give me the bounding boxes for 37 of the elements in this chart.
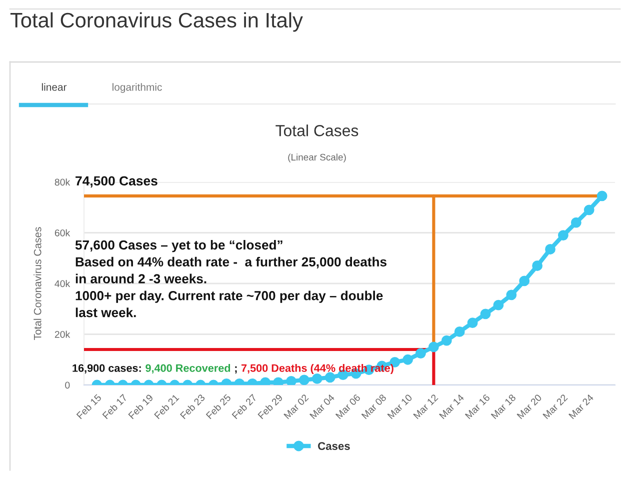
x-tick-label: Feb 27 (232, 394, 258, 420)
x-tick-label: Mar 06 (335, 394, 361, 420)
x-tick-label: Mar 24 (568, 394, 594, 420)
annotation: 57,600 Cases – yet to be “closed” Based on 44% death rate - a further 25,000 deaths in around 2 -3 weeks. 1000+ per day. Current rate ~700 per day – double last week. (75, 240, 386, 318)
x-tick-label: Feb 17 (102, 394, 128, 420)
y-tick-label: 80k (54, 178, 70, 186)
y-tick-label: 40k (54, 280, 70, 288)
legend-label: Cases (318, 442, 350, 450)
x-tick-label: Mar 14 (439, 394, 464, 420)
x-tick-label: Feb 21 (154, 394, 180, 420)
x-tick-label: Mar 16 (464, 394, 490, 420)
x-tick-label: Feb 29 (257, 394, 283, 420)
text: Total Coronavirus Cases in Italy (10, 12, 303, 32)
x-tick-label: Mar 02 (284, 394, 309, 420)
x-tick-label: Mar 04 (309, 394, 335, 420)
annotation: 9,400 Recovered (146, 364, 230, 374)
annotation: 74,500 Cases (76, 176, 158, 188)
x-tick-label: Mar 08 (361, 394, 387, 420)
y-tick-label: 60k (54, 229, 70, 236)
y-tick-label: 20k (54, 330, 70, 338)
annotation: 16,900 cases: (72, 364, 141, 374)
x-tick-label: Feb 25 (206, 394, 232, 420)
text: linear (42, 83, 67, 91)
text: logarithmic (112, 83, 162, 93)
x-tick-label: Feb 15 (76, 394, 102, 420)
y-axis-title: Total Coronavirus Cases (34, 227, 42, 340)
chart-subtitle: (Linear Scale) (288, 154, 346, 162)
x-tick-label: Feb 19 (128, 394, 154, 420)
x-tick-label: Mar 10 (387, 394, 413, 420)
x-tick-label: Mar 20 (516, 394, 542, 420)
x-tick-label: Mar 12 (413, 394, 438, 420)
x-tick-label: Feb 23 (180, 394, 206, 420)
x-tick-label: Mar 18 (490, 394, 516, 420)
y-tick-label: 0 (65, 382, 70, 389)
annotation: ; (235, 366, 237, 374)
chart-title: Total Cases (276, 124, 358, 136)
x-tick-label: Mar 22 (542, 394, 568, 420)
